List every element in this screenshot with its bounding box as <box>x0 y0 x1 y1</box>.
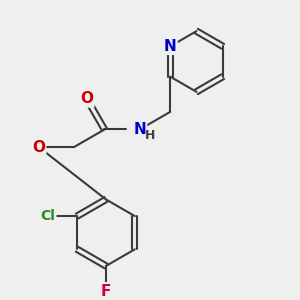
Text: O: O <box>80 92 93 106</box>
Text: F: F <box>101 284 111 299</box>
Text: O: O <box>32 140 45 154</box>
Text: N: N <box>164 39 177 54</box>
Text: N: N <box>133 122 146 137</box>
Text: Cl: Cl <box>40 209 55 223</box>
Text: H: H <box>145 129 156 142</box>
